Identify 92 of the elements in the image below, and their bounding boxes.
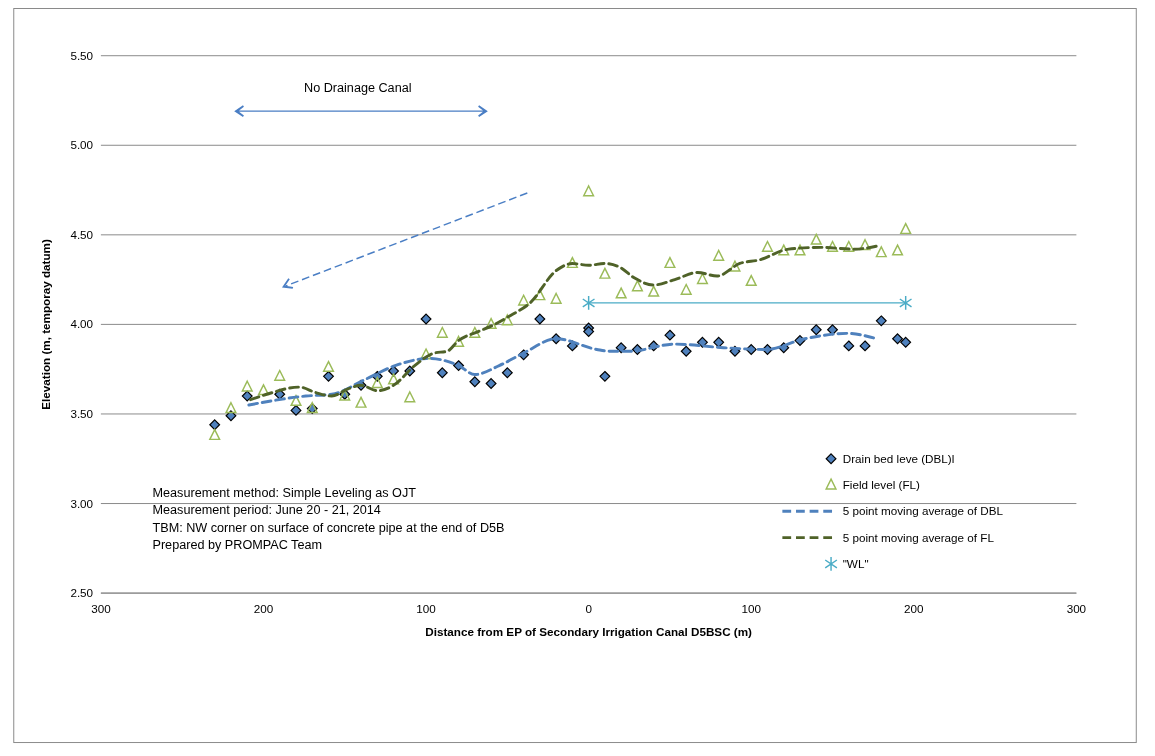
y-tick-label: 3.00 — [70, 496, 94, 510]
point — [241, 390, 253, 402]
y-tick-label: 3.50 — [70, 407, 94, 421]
point — [761, 240, 774, 252]
point — [810, 324, 822, 336]
point — [241, 380, 253, 392]
x-tick-label: 100 — [741, 601, 762, 615]
point — [209, 428, 221, 441]
point — [900, 336, 912, 348]
point — [274, 369, 286, 381]
legend-label: Field level (FL) — [842, 478, 921, 492]
point — [859, 239, 871, 251]
point — [599, 267, 611, 279]
point — [225, 402, 237, 414]
point — [485, 378, 497, 389]
x-tick-label: 0 — [585, 601, 593, 615]
x-tick-label: 300 — [1066, 601, 1087, 615]
y-tick-label: 2.50 — [70, 586, 94, 600]
point — [290, 394, 302, 407]
x-tick-label: 200 — [904, 601, 925, 615]
y-axis-title: Elevation (m, temporay datum) — [39, 239, 53, 410]
point — [615, 287, 627, 299]
point — [826, 240, 839, 252]
point — [420, 313, 432, 325]
annotation: Measurement method: Simple Leveling as OJT — [152, 485, 417, 500]
point — [843, 340, 855, 352]
point — [664, 329, 676, 341]
point — [899, 295, 913, 311]
point — [583, 185, 595, 197]
point — [420, 348, 432, 360]
x-tick-label: 100 — [416, 601, 437, 615]
legend-label: 5 point moving average of FL — [842, 530, 995, 544]
point — [387, 373, 400, 385]
point — [501, 367, 513, 379]
point — [696, 273, 709, 285]
point — [322, 360, 335, 373]
point — [664, 256, 676, 269]
point — [875, 315, 887, 327]
point — [843, 240, 855, 252]
point — [404, 391, 416, 403]
point — [469, 326, 481, 338]
point — [648, 285, 660, 297]
point — [485, 317, 497, 330]
x-axis-title: Distance from EP of Secondary Irrigation Canal D5BSC (m) — [425, 624, 753, 638]
y-tick-label: 4.00 — [70, 317, 94, 331]
y-tick-label: 4.50 — [70, 227, 94, 241]
point — [900, 222, 912, 235]
x-tick-label: 200 — [253, 601, 274, 615]
legend-label: 5 point moving average of DBL — [842, 504, 1004, 518]
point — [891, 244, 904, 256]
point — [892, 333, 904, 345]
point — [680, 283, 692, 295]
point — [859, 340, 871, 352]
point — [583, 326, 595, 338]
point — [518, 294, 530, 306]
point — [225, 410, 237, 422]
point — [436, 367, 448, 379]
point — [257, 384, 270, 396]
point — [550, 292, 562, 304]
annotation: Measurement period: June 20 - 21, 2014 — [152, 503, 381, 518]
point — [534, 313, 546, 325]
annotation: TBM: NW corner on surface of concrete pipe at the end of D5B — [152, 520, 505, 535]
point — [696, 336, 708, 348]
y-tick-label: 5.50 — [70, 48, 94, 62]
point — [566, 256, 578, 269]
point — [566, 340, 578, 352]
point — [582, 295, 596, 311]
point — [794, 244, 806, 256]
x-tick-label: 300 — [91, 601, 112, 615]
legend-label: Drain bed leve (DBL)l — [842, 451, 955, 465]
point — [875, 246, 887, 258]
point — [355, 396, 367, 408]
point — [501, 314, 513, 326]
point — [745, 274, 757, 287]
point — [778, 244, 790, 256]
point — [436, 326, 448, 338]
point — [729, 260, 741, 272]
annotation: Prepared by PROMPAC Team — [152, 538, 323, 553]
point — [810, 233, 822, 245]
annotation: No Drainage Canal — [304, 80, 412, 95]
point — [209, 419, 221, 431]
point — [713, 249, 725, 261]
y-tick-label: 5.00 — [70, 138, 94, 152]
point — [469, 376, 481, 388]
point — [323, 370, 334, 382]
point — [599, 370, 611, 382]
point — [827, 324, 838, 336]
point — [615, 342, 627, 354]
point — [371, 376, 383, 389]
point — [680, 345, 692, 357]
point — [631, 280, 644, 292]
legend-label: "WL" — [842, 556, 869, 570]
